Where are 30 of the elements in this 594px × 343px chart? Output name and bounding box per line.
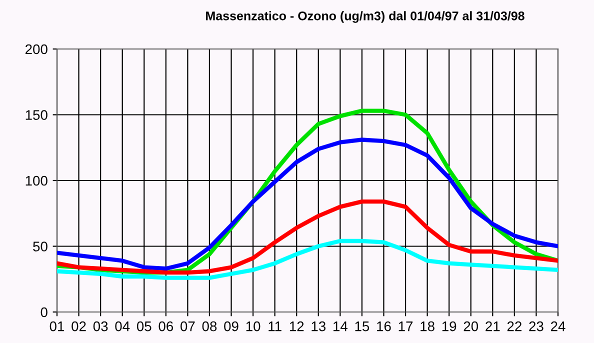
x-tick-label: 14 [334,322,348,332]
x-tick-label: 05 [136,321,152,332]
chart-title: Massenzatico - Ozono (ug/m3) dal 01/04/97 al 31/03/98 [206,11,524,23]
x-tick-label: 16 [377,321,391,332]
x-tick-label: 07 [180,321,195,332]
x-tick-label: 12 [290,321,304,332]
x-tick-label: 08 [202,321,217,332]
y-tick-label: 150 [26,110,48,120]
x-tick-label: 20 [464,321,478,332]
x-tick-label: 11 [268,322,282,332]
x-tick-label: 06 [158,321,174,332]
x-tick-label: 01 [50,321,64,332]
x-tick-label: 21 [486,321,500,332]
x-tick-label: 09 [224,321,238,332]
x-tick-label: 24 [550,321,566,332]
x-tick-label: 03 [93,321,108,332]
x-tick-label: 17 [398,322,413,332]
x-tick-label: 10 [246,321,260,332]
x-tick-label: 22 [507,321,522,332]
x-tick-label: 18 [420,321,434,332]
x-tick-label: 02 [72,321,86,332]
x-tick-label: 13 [312,321,326,332]
y-tick-label: 200 [26,44,48,54]
x-tick-label: 19 [442,321,456,332]
x-tick-label: 23 [529,321,544,332]
y-tick-label: 100 [26,176,48,186]
y-tick-label: 50 [33,242,48,252]
y-tick-label: 0 [40,307,48,318]
x-tick-label: 15 [355,322,370,332]
x-tick-label: 04 [115,321,130,332]
